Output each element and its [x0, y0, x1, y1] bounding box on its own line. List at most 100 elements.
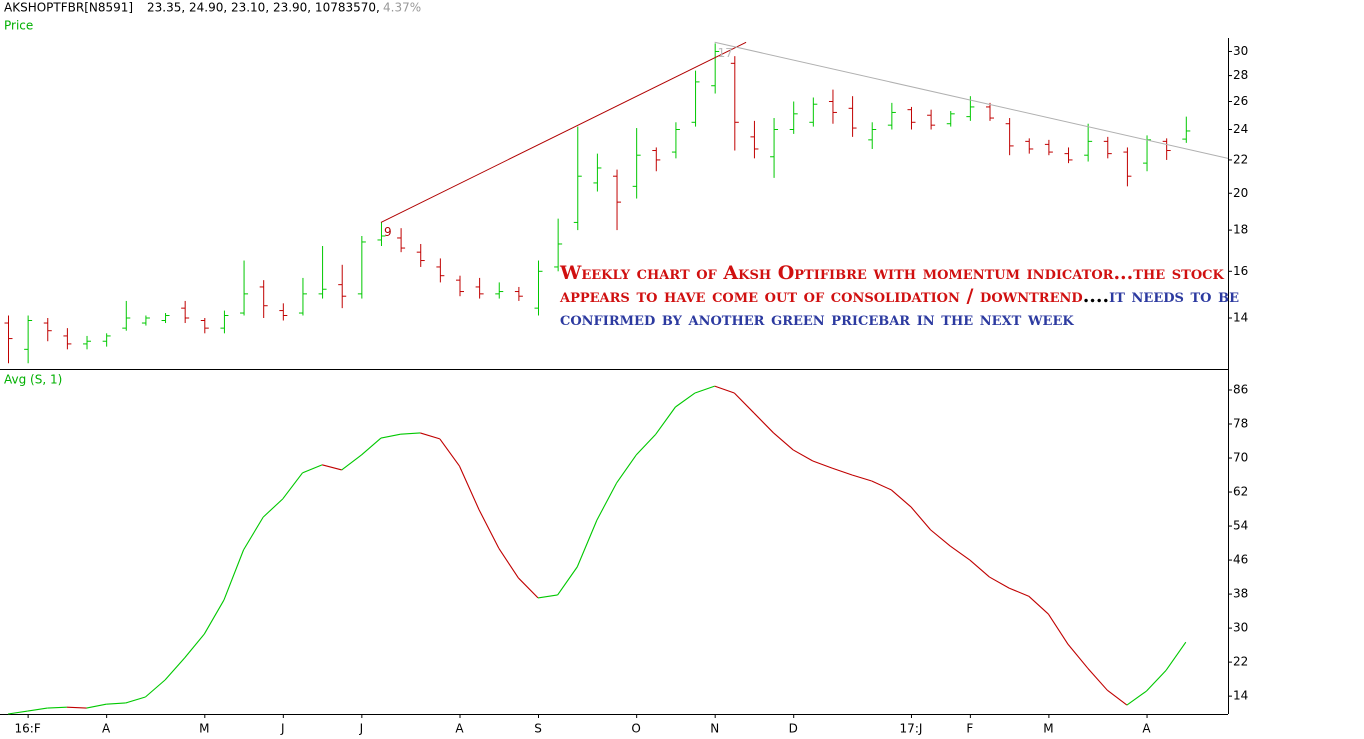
- x-tick-label: J: [359, 722, 364, 736]
- annotation-part: ....: [1082, 285, 1110, 307]
- bar-label: 9: [384, 225, 392, 239]
- line-segment: [1087, 667, 1108, 691]
- line-segment: [1008, 587, 1029, 597]
- annotation-part: it needs to be confirmed by another gree…: [560, 285, 1240, 330]
- y-tick-label: 16: [1233, 264, 1248, 278]
- line-segment: [1067, 643, 1089, 669]
- line-segment: [27, 707, 48, 712]
- line-segment: [1126, 690, 1147, 706]
- line-segment: [596, 482, 618, 521]
- line-segment: [773, 432, 794, 451]
- trendline: [714, 41, 1229, 159]
- y-tick-label: 30: [1233, 621, 1248, 635]
- x-tick-label: M: [1043, 722, 1053, 736]
- y-tick-label: 14: [1233, 310, 1248, 324]
- y-tick-label: 24: [1233, 122, 1248, 136]
- line-segment: [871, 480, 892, 491]
- line-segment: [145, 679, 166, 698]
- x-tick-label: A: [102, 722, 111, 736]
- y-tick-label: 54: [1233, 519, 1248, 533]
- line-segment: [930, 529, 951, 547]
- line-segment: [890, 489, 912, 508]
- line-segment: [302, 464, 323, 474]
- x-tick-label: A: [1142, 722, 1151, 736]
- line-segment: [66, 706, 87, 709]
- line-segment: [420, 432, 441, 440]
- line-segment: [969, 559, 990, 578]
- x-tick-label: F: [966, 722, 973, 736]
- panel-title: Price: [4, 19, 33, 33]
- x-tick-label: A: [455, 722, 464, 736]
- y-tick-label: 86: [1233, 382, 1248, 396]
- line-segment: [517, 577, 539, 599]
- line-segment: [1146, 669, 1167, 692]
- line-segment: [223, 549, 245, 601]
- y-tick-label: 20: [1233, 186, 1248, 200]
- x-tick-label: 16:F: [15, 722, 41, 736]
- line-segment: [478, 509, 500, 549]
- line-segment: [851, 474, 872, 482]
- line-segment: [694, 385, 715, 394]
- line-segment: [675, 392, 696, 408]
- x-tick-label: D: [789, 722, 798, 736]
- line-segment: [360, 437, 382, 456]
- line-segment: [910, 506, 932, 531]
- y-tick-label: 62: [1233, 485, 1248, 499]
- x-tick-label: N: [710, 722, 719, 736]
- line-segment: [812, 460, 833, 469]
- line-segment: [753, 412, 774, 434]
- line-segment: [262, 498, 284, 518]
- change: 4.37%: [383, 1, 421, 15]
- line-segment: [1047, 613, 1069, 645]
- line-segment: [184, 633, 205, 659]
- line-segment: [832, 467, 853, 476]
- line-segment: [714, 385, 735, 394]
- line-segment: [439, 438, 460, 467]
- line-segment: [949, 545, 971, 561]
- y-tick-label: 22: [1233, 152, 1248, 166]
- line-segment: [86, 703, 107, 709]
- line-segment: [498, 547, 519, 579]
- y-tick-label: 78: [1233, 417, 1248, 431]
- line-segment: [1028, 595, 1049, 615]
- x-tick-label: O: [631, 722, 640, 736]
- trendline: [380, 41, 747, 223]
- line-segment: [557, 566, 578, 596]
- line-segment: [1165, 641, 1187, 671]
- line-segment: [203, 599, 225, 635]
- y-tick-label: 18: [1233, 223, 1248, 237]
- bar-label: 17: [718, 46, 733, 60]
- line-segment: [733, 392, 755, 414]
- x-tick-label: M: [199, 722, 209, 736]
- x-tick-label: J: [280, 722, 285, 736]
- line-segment: [635, 433, 657, 456]
- line-segment: [380, 433, 401, 439]
- line-segment: [341, 454, 362, 471]
- line-segment: [243, 516, 264, 551]
- line-segment: [47, 706, 67, 709]
- quote: 23.35, 24.90, 23.10, 23.90, 10783570,: [147, 1, 380, 15]
- x-tick-label: 17:J: [900, 722, 923, 736]
- y-tick-label: 46: [1233, 553, 1248, 567]
- line-segment: [616, 454, 637, 484]
- panel-title: Avg (S, 1): [4, 373, 62, 387]
- y-tick-label: 30: [1233, 44, 1248, 58]
- annotation-part: Weekly chart of Aksh Optifibre with mome…: [560, 262, 1224, 307]
- y-tick-label: 14: [1233, 689, 1248, 703]
- y-tick-label: 28: [1233, 68, 1248, 82]
- y-tick-label: 22: [1233, 655, 1248, 669]
- line-segment: [106, 702, 126, 705]
- y-tick-label: 26: [1233, 94, 1248, 108]
- line-segment: [164, 657, 186, 681]
- y-tick-label: 38: [1233, 587, 1248, 601]
- line-segment: [458, 465, 480, 511]
- line-segment: [7, 710, 28, 715]
- line-segment: [989, 576, 1010, 589]
- line-segment: [400, 432, 421, 435]
- line-segment: [792, 449, 814, 462]
- line-segment: [576, 519, 598, 568]
- line-segment: [537, 594, 558, 599]
- line-segment: [321, 464, 342, 471]
